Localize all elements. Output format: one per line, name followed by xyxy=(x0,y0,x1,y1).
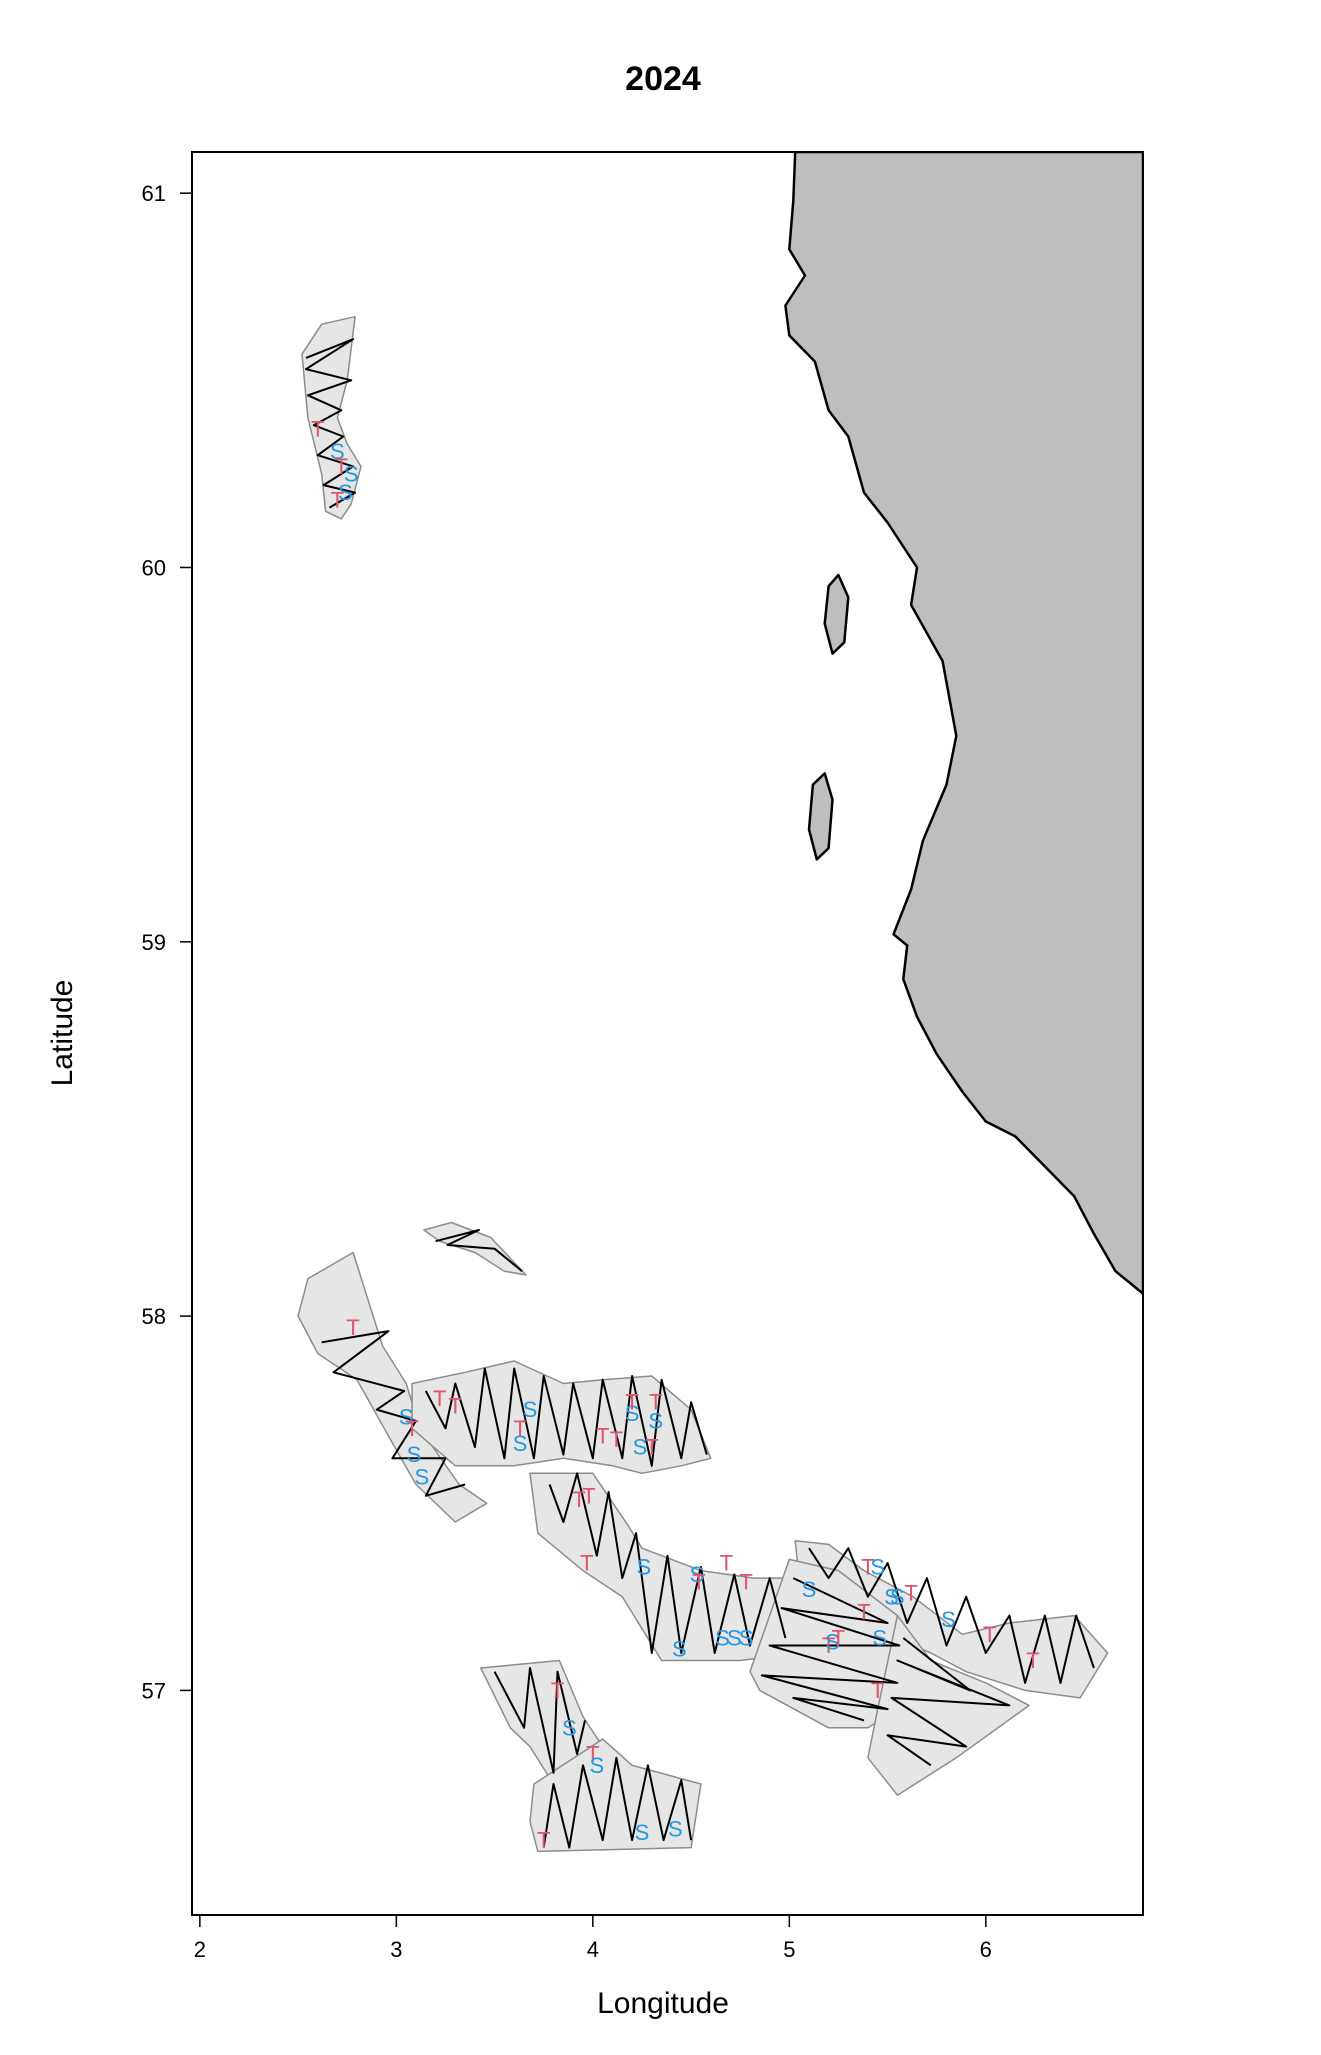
y-tick-label: 59 xyxy=(142,930,166,955)
trawl-station-marker: T xyxy=(649,1390,662,1415)
survey-track-line xyxy=(542,1756,693,1849)
sample-station-marker: S xyxy=(825,1629,840,1654)
sample-station-marker: S xyxy=(715,1626,730,1651)
trawl-station-marker: T xyxy=(311,417,324,442)
trawl-station-marker: T xyxy=(405,1416,418,1441)
sample-station-marker: S xyxy=(637,1554,652,1579)
sample-station-marker: S xyxy=(890,1584,905,1609)
sample-station-marker: S xyxy=(523,1397,538,1422)
plot-frame xyxy=(191,151,1144,1916)
sample-station-marker: S xyxy=(338,480,353,505)
trawl-station-marker: T xyxy=(331,488,344,513)
y-axis: 57 58 59 60 61 xyxy=(142,181,192,1703)
sample-station-marker: S xyxy=(562,1715,577,1740)
sample-station-marker: S xyxy=(633,1435,648,1460)
sample-station-marker: S xyxy=(415,1465,430,1490)
survey-track-line xyxy=(886,1637,1011,1767)
sample-station-marker: S xyxy=(870,1554,885,1579)
y-tick-label: 60 xyxy=(142,555,166,580)
survey-track-line xyxy=(305,338,357,509)
trawl-station-marker: T xyxy=(596,1423,609,1448)
sample-station-marker: S xyxy=(589,1753,604,1778)
x-axis-label: Longitude xyxy=(597,1987,729,2020)
survey-track-line xyxy=(760,1577,901,1722)
trawl-station-marker: T xyxy=(582,1483,595,1508)
sample-station-marker: S xyxy=(330,439,345,464)
y-tick-label: 58 xyxy=(142,1304,166,1329)
sample-station-marker: S xyxy=(739,1626,754,1651)
trawl-station-marker: T xyxy=(537,1828,550,1853)
x-tick-label: 3 xyxy=(390,1937,402,1962)
trawl-station-marker: T xyxy=(580,1551,593,1576)
survey-track-line xyxy=(548,1472,787,1654)
x-axis: 2 3 4 5 6 xyxy=(194,1915,992,1962)
sample-station-marker: S xyxy=(648,1408,663,1433)
x-tick-label: 4 xyxy=(587,1937,599,1962)
sample-station-marker: S xyxy=(690,1562,705,1587)
sample-station-marker: S xyxy=(625,1401,640,1426)
trawl-station-marker: T xyxy=(832,1626,845,1651)
trawl-station-marker: T xyxy=(904,1581,917,1606)
trawl-station-marker: T xyxy=(449,1393,462,1418)
trawl-station-marker: T xyxy=(861,1554,874,1579)
sample-station-marker: S xyxy=(941,1607,956,1632)
x-tick-label: 2 xyxy=(194,1937,206,1962)
trawl-station-marker: T xyxy=(720,1551,733,1576)
survey-track-line xyxy=(493,1667,586,1774)
sample-station-marker: S xyxy=(872,1626,887,1651)
trawl-station-marker: T xyxy=(551,1678,564,1703)
sample-station-marker: S xyxy=(635,1820,650,1845)
sample-station-marker: S xyxy=(668,1816,683,1841)
sample-station-marker: S xyxy=(802,1577,817,1602)
trawl-station-marker: T xyxy=(586,1742,599,1767)
sample-station-marker: S xyxy=(513,1431,528,1456)
trawl-station-marker: T xyxy=(610,1427,623,1452)
survey-tracks xyxy=(305,338,1095,1849)
trawl-station-marker: T xyxy=(346,1315,359,1340)
trawl-station-marker: T xyxy=(739,1569,752,1594)
sample-station-marker: S xyxy=(407,1442,422,1467)
sample-station-marker: S xyxy=(344,461,359,486)
trawl-station-marker: T xyxy=(645,1435,658,1460)
survey-track-line xyxy=(424,1367,708,1467)
trawl-station-marker: T xyxy=(625,1390,638,1415)
coastline-land xyxy=(784,152,1143,1295)
survey-track-line xyxy=(808,1547,1095,1684)
sample-station-marker: S xyxy=(399,1405,414,1430)
land-polygon xyxy=(807,772,834,861)
y-tick-label: 57 xyxy=(142,1678,166,1703)
stratum-polygon xyxy=(423,1221,527,1276)
trawl-station-marker: T xyxy=(513,1416,526,1441)
land-polygon xyxy=(823,573,850,655)
trawl-station-marker: T xyxy=(983,1622,996,1647)
survey-track-line xyxy=(321,1330,466,1497)
trawl-station-marker: T xyxy=(1026,1648,1039,1673)
stratum-polygon xyxy=(529,1472,800,1662)
survey-track-line xyxy=(435,1229,523,1272)
x-tick-label: 5 xyxy=(783,1937,795,1962)
y-axis-label: Latitude xyxy=(46,980,79,1087)
trawl-station-marker: T xyxy=(822,1633,835,1658)
trawl-station-marker: T xyxy=(572,1487,585,1512)
y-tick-label: 61 xyxy=(142,181,166,206)
stratum-polygon xyxy=(301,315,362,520)
trawl-station-marker: T xyxy=(433,1386,446,1411)
trawl-station-marker: T xyxy=(871,1678,884,1703)
trawl-station-marker: T xyxy=(857,1599,870,1624)
stratum-polygon xyxy=(411,1360,712,1475)
trawl-station-marker: T xyxy=(692,1569,705,1594)
x-tick-label: 6 xyxy=(980,1937,992,1962)
chart-title: 2024 xyxy=(625,60,701,98)
sample-station-marker: S xyxy=(727,1626,742,1651)
sample-station-marker: S xyxy=(884,1584,899,1609)
land-polygon xyxy=(784,152,1143,1295)
trawl-station-marker: T xyxy=(335,454,348,479)
sample-station-marker: S xyxy=(672,1637,687,1662)
